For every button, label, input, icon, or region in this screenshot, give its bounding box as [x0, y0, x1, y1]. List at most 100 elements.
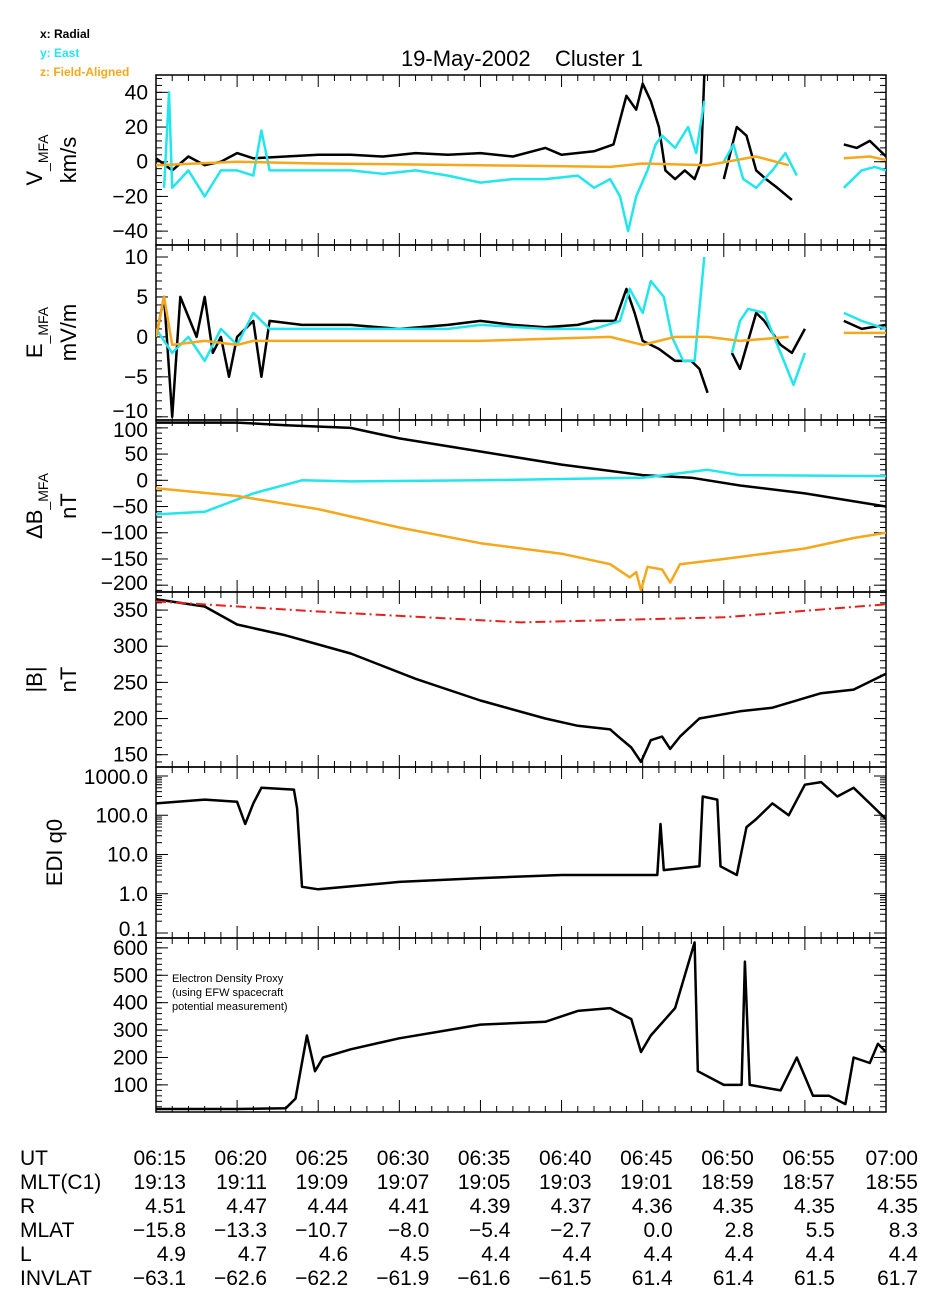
- panel-frame: [155, 74, 887, 246]
- y-tick-label: 300: [113, 1019, 148, 1042]
- chart-title: 19-May-2002 Cluster 1: [401, 46, 643, 71]
- y-tick-label: 0: [136, 326, 148, 349]
- ephemeris-value: 61.7: [877, 1267, 918, 1290]
- y-tick-label: −200: [101, 572, 148, 595]
- panel-frame: [155, 419, 887, 593]
- y-tick-label: 10: [125, 246, 148, 269]
- y-axis-label: |B|: [22, 666, 47, 692]
- series-velocity-z: [843, 155, 886, 162]
- ephemeris-value: −8.0: [388, 1219, 429, 1242]
- series-velocity-y: [722, 143, 798, 190]
- ephemeris-value: 4.39: [470, 1195, 511, 1218]
- ephemeris-value: 18:57: [782, 1171, 835, 1194]
- ephemeris-value: 19:07: [377, 1171, 430, 1194]
- ephemeris-value: 61.4: [713, 1267, 754, 1290]
- y-tick-label: 200: [113, 1046, 148, 1069]
- y-tick-label: 250: [113, 671, 148, 694]
- y-tick-label: 500: [113, 964, 148, 987]
- series-bmag-model: [156, 600, 886, 624]
- y-axis-label: V_MFA: [22, 134, 51, 186]
- panel-frame: [155, 244, 887, 421]
- series-velocity-y: [842, 165, 886, 189]
- ephemeris-value: 4.47: [226, 1195, 267, 1218]
- ephemeris-value: 06:15: [133, 1147, 186, 1170]
- series-deltab-y: [156, 468, 886, 516]
- legend-field-aligned: z: Field-Aligned: [40, 65, 129, 79]
- y-tick-label: 150: [113, 744, 148, 767]
- annotation-line: Electron Density Proxy: [172, 973, 284, 985]
- panel-frame: [155, 766, 887, 939]
- y-tick-label: 1000.0: [84, 766, 148, 789]
- series-efield-y: [843, 311, 886, 331]
- ephemeris-value: 19:05: [458, 1171, 511, 1194]
- series-velocity-x: [722, 125, 793, 201]
- ephemeris-value: 19:13: [133, 1171, 186, 1194]
- series-efield-y: [156, 256, 706, 363]
- y-axis-label-main: V: [22, 171, 47, 186]
- ephemeris-value: 06:50: [701, 1147, 754, 1170]
- series-velocity-x: [843, 139, 886, 158]
- y-tick-label: −100: [101, 522, 148, 545]
- series-velocity-x: [156, 75, 706, 181]
- series-efield-z: [156, 295, 789, 347]
- ephemeris-value: −63.1: [133, 1267, 186, 1290]
- y-axis-label-sub: _MFA: [35, 472, 51, 510]
- ephemeris-value: 4.7: [238, 1243, 267, 1266]
- series-deltab-z: [156, 486, 886, 592]
- y-tick-label: 20: [125, 116, 148, 139]
- y-tick-label: 100: [113, 419, 148, 442]
- ephemeris-label: MLT(C1): [20, 1171, 101, 1194]
- ephemeris-value: 5.5: [806, 1219, 835, 1242]
- series-deltab-x: [156, 421, 886, 508]
- y-axis-unit: nT: [56, 667, 81, 693]
- y-tick-label: 5: [136, 286, 148, 309]
- ephemeris-value: 19:11: [216, 1171, 267, 1194]
- ephemeris-value: 4.35: [877, 1195, 918, 1218]
- ephemeris-value: 4.4: [806, 1243, 836, 1266]
- ephemeris-value: 18:55: [865, 1171, 918, 1194]
- y-axis-label-sub: _MFA: [35, 134, 51, 172]
- annotation-line: (using EFW spacecraft: [172, 987, 283, 999]
- ephemeris-value: 4.37: [551, 1195, 592, 1218]
- ephemeris-value: −5.4: [469, 1219, 511, 1242]
- ephemeris-value: 8.3: [889, 1219, 918, 1242]
- ephemeris-value: 19:09: [296, 1171, 349, 1194]
- ephemeris-value: −61.6: [457, 1267, 510, 1290]
- series-edi-x: [156, 780, 886, 891]
- ephemeris-label: UT: [20, 1147, 48, 1170]
- y-axis-label-main: E: [22, 343, 47, 358]
- ephemeris-value: 4.4: [481, 1243, 511, 1266]
- ephemeris-value: 06:45: [620, 1147, 673, 1170]
- series-efield-y: [730, 307, 807, 387]
- ephemeris-value: −62.6: [214, 1267, 267, 1290]
- ephemeris-value: 4.6: [319, 1243, 348, 1266]
- y-tick-label: −5: [124, 366, 148, 389]
- ephemeris-value: −62.2: [295, 1267, 348, 1290]
- ephemeris-label: L: [20, 1243, 32, 1266]
- ephemeris-value: 61.5: [794, 1267, 835, 1290]
- ephemeris-value: 06:55: [782, 1147, 835, 1170]
- y-tick-label: 10.0: [107, 844, 148, 867]
- y-tick-label: 350: [113, 599, 148, 622]
- ephemeris-value: 2.8: [725, 1219, 754, 1242]
- y-axis-label: EDI q0: [42, 819, 67, 886]
- y-tick-label: 600: [113, 937, 148, 960]
- panel-bmag: 350 300 250 200 150 |B| nT: [22, 591, 887, 768]
- ephemeris-value: 06:40: [539, 1147, 592, 1170]
- ephemeris-value: −10.7: [295, 1219, 348, 1242]
- y-tick-label: 100: [113, 1074, 148, 1097]
- y-axis-label: ΔB_MFA: [22, 472, 51, 539]
- y-axis-label-sub: _MFA: [35, 306, 51, 344]
- series-efield-x: [730, 311, 806, 371]
- legend-east: y: East: [40, 46, 79, 60]
- ephemeris-value: 4.51: [145, 1195, 186, 1218]
- ephemeris-value: 61.4: [632, 1267, 673, 1290]
- ephemeris-value: 4.44: [307, 1195, 348, 1218]
- ephemeris-value: 4.35: [794, 1195, 835, 1218]
- ephemeris-value: 19:03: [539, 1171, 592, 1194]
- y-tick-label: −20: [112, 185, 148, 208]
- panel-density: 600 500 400 300 200 100 Electron Density Proxy…: [113, 937, 887, 1113]
- ephemeris-label: MLAT: [20, 1219, 75, 1242]
